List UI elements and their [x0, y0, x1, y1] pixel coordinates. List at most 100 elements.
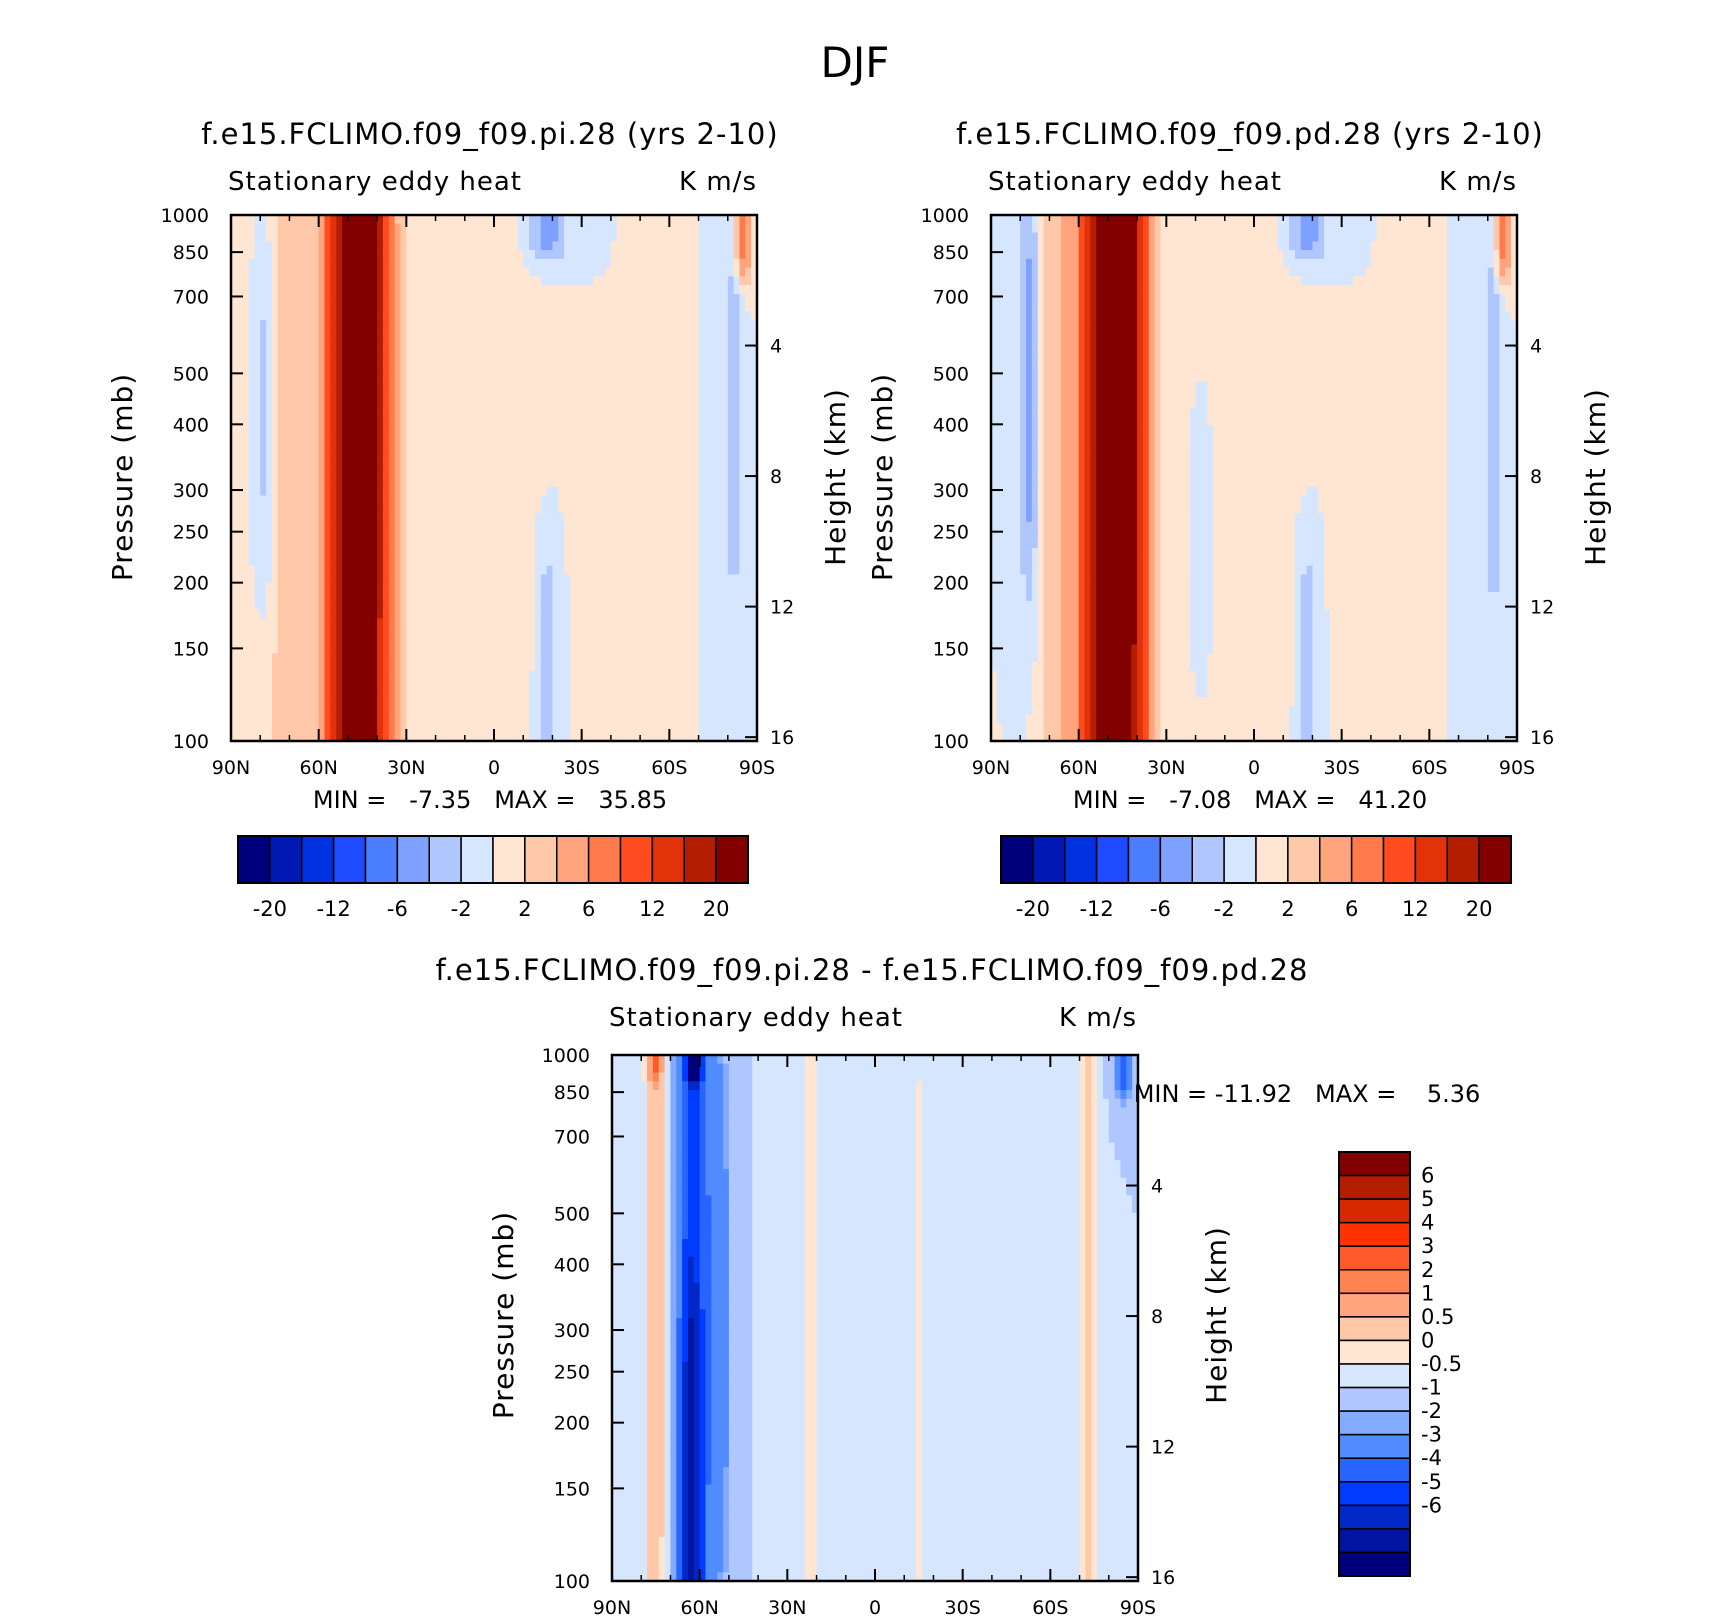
contour-cell — [582, 373, 588, 382]
contour-cell — [354, 557, 360, 566]
contour-cell — [570, 434, 576, 443]
contour-cell — [570, 574, 576, 583]
contour-cell — [611, 425, 617, 434]
contour-cell — [272, 320, 278, 329]
contour-cell — [289, 417, 295, 426]
contour-cell — [354, 566, 360, 575]
contour-cell — [377, 452, 383, 461]
contour-cell — [430, 390, 436, 399]
contour-cell — [377, 250, 383, 259]
contour-cell — [365, 460, 371, 469]
contour-cell — [611, 504, 617, 513]
contour-cell — [617, 320, 623, 329]
contour-cell — [295, 443, 301, 452]
contour-cell — [488, 601, 494, 610]
contour-cell — [307, 671, 313, 680]
contour-cell — [739, 294, 745, 303]
contour-cell — [459, 645, 465, 654]
contour-cell — [547, 443, 553, 452]
contour-cell — [652, 241, 658, 250]
contour-cell — [354, 408, 360, 417]
contour-cell — [547, 233, 553, 242]
contour-cell — [254, 539, 260, 548]
contour-cell — [336, 548, 342, 557]
contour-cell — [669, 285, 675, 294]
contour-cell — [301, 311, 307, 320]
contour-cell — [295, 250, 301, 259]
contour-cell — [646, 574, 652, 583]
contour-cell — [617, 338, 623, 347]
contour-cell — [710, 636, 716, 645]
contour-cell — [313, 285, 319, 294]
contour-cell — [476, 478, 482, 487]
contour-cell — [739, 636, 745, 645]
contour-cell — [570, 531, 576, 540]
contour-cell — [652, 390, 658, 399]
contour-cell — [646, 618, 652, 627]
contour-cell — [313, 610, 319, 619]
contour-cell — [628, 311, 634, 320]
contour-cell — [535, 233, 541, 242]
contour-cell — [582, 338, 588, 347]
contour-cell — [319, 671, 325, 680]
contour-cell — [558, 478, 564, 487]
contour-cell — [389, 250, 395, 259]
contour-cell — [716, 513, 722, 522]
contour-cell — [535, 417, 541, 426]
contour-cell — [395, 425, 401, 434]
contour-cell — [406, 566, 412, 575]
contour-cell — [301, 382, 307, 391]
contour-cell — [395, 601, 401, 610]
contour-cell — [301, 531, 307, 540]
contour-cell — [739, 680, 745, 689]
contour-cell — [494, 566, 500, 575]
contour-cell — [289, 574, 295, 583]
contour-cell — [728, 215, 734, 224]
contour-cell — [517, 601, 523, 610]
contour-cell — [488, 452, 494, 461]
contour-cell — [395, 452, 401, 461]
contour-cell — [722, 443, 728, 452]
contour-cell — [623, 548, 629, 557]
contour-cell — [541, 294, 547, 303]
contour-cell — [243, 548, 249, 557]
contour-cell — [663, 329, 669, 338]
contour-cell — [617, 548, 623, 557]
contour-cell — [336, 566, 342, 575]
contour-cell — [640, 215, 646, 224]
contour-cell — [447, 311, 453, 320]
contour-cell — [693, 224, 699, 233]
contour-cell — [254, 592, 260, 601]
contour-cell — [243, 478, 249, 487]
contour-cell — [663, 680, 669, 689]
contour-cell — [529, 566, 535, 575]
contour-cell — [377, 583, 383, 592]
contour-cell — [582, 496, 588, 505]
contour-cell — [687, 443, 693, 452]
contour-cell — [465, 355, 471, 364]
contour-cell — [383, 399, 389, 408]
contour-cell — [301, 522, 307, 531]
contour-cell — [529, 531, 535, 540]
contour-cell — [377, 636, 383, 645]
contour-cell — [628, 408, 634, 417]
contour-cell — [430, 601, 436, 610]
contour-cell — [482, 399, 488, 408]
contour-cell — [605, 522, 611, 531]
contour-cell — [307, 434, 313, 443]
contour-cell — [342, 452, 348, 461]
contour-cell — [529, 285, 535, 294]
contour-cell — [652, 259, 658, 268]
contour-cell — [441, 320, 447, 329]
contour-cell — [406, 311, 412, 320]
contour-cell — [325, 215, 331, 224]
contour-cell — [517, 566, 523, 575]
contour-cell — [593, 390, 599, 399]
contour-cell — [699, 513, 705, 522]
contour-cell — [552, 294, 558, 303]
contour-cell — [523, 399, 529, 408]
contour-cell — [570, 522, 576, 531]
contour-cell — [699, 364, 705, 373]
contour-cell — [593, 294, 599, 303]
contour-cell — [669, 276, 675, 285]
